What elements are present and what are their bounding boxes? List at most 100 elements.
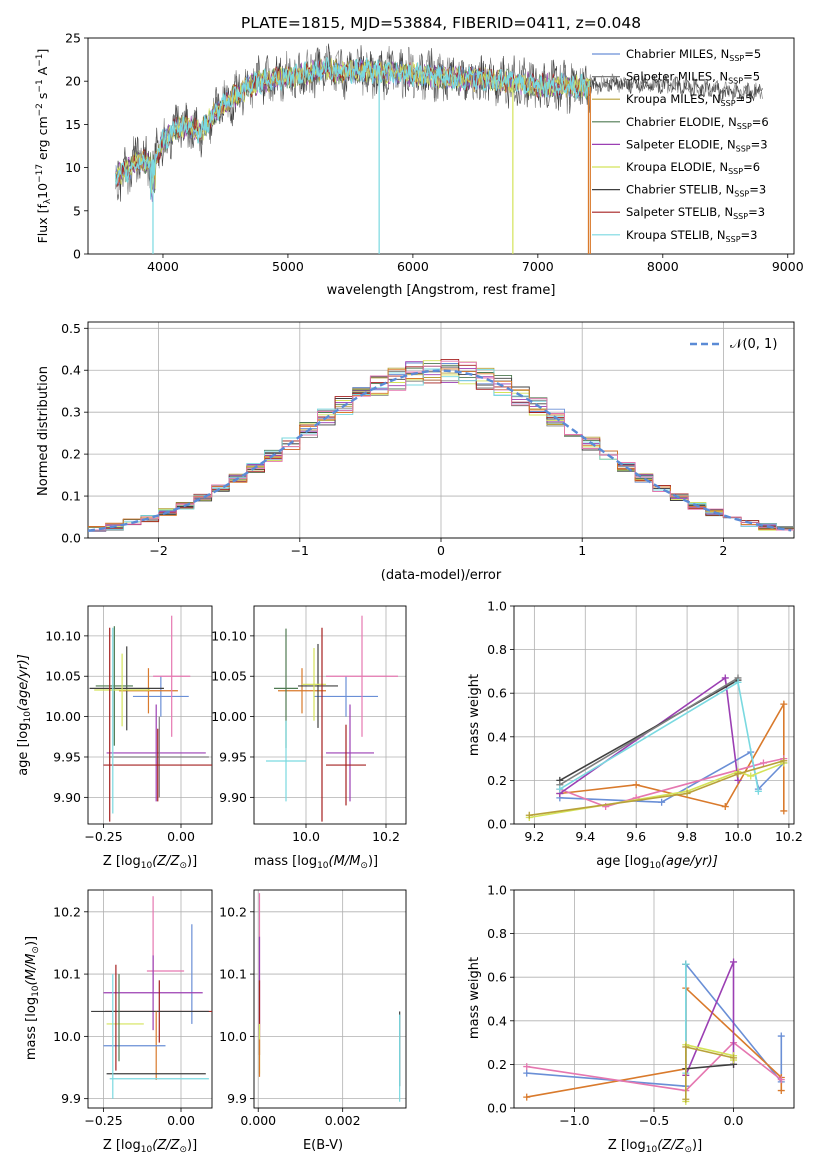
mass-vs-ebv-panel: E(B-V) 0.000 0.002 9.9 10.0 10.1 10.2	[219, 889, 407, 1153]
legend-entry: Kroupa ELODIE, NSSP=6	[626, 160, 760, 176]
residual-x-tick-label: 1	[578, 543, 586, 558]
mass-ebv-x-tick-label: 0.000	[240, 1113, 276, 1128]
mass-ebv-y-tick-label: 10.1	[219, 967, 247, 982]
mw-z-y-tick-label: 0.4	[487, 1013, 507, 1028]
mw-age-plot-area	[525, 674, 788, 821]
residual-x-tick-label: 0	[437, 543, 445, 558]
age-z-y-tick-label: 9.90	[53, 790, 81, 805]
mw-age-marker	[759, 759, 767, 767]
spectrum-x-axis-label: wavelength [Angstrom, rest frame]	[327, 283, 556, 298]
mw-z-marker	[730, 1054, 738, 1062]
age-z-point	[109, 716, 209, 798]
spectrum-frame	[87, 37, 795, 255]
mw-z-series-line	[684, 1043, 735, 1102]
age-z-point	[153, 615, 191, 737]
spectrum-x-tick-label: 8000	[647, 259, 679, 274]
mw-age-series-line	[559, 679, 739, 782]
mw-age-x-tick-label: 10.2	[775, 829, 803, 844]
mw-z-marker	[523, 1093, 531, 1101]
mass-ebv-y-tick-label: 10.2	[219, 904, 247, 919]
mw-age-x-tick-label: 9.8	[677, 829, 697, 844]
mw-age-x-tick-label: 9.6	[626, 829, 646, 844]
age-z-point	[89, 646, 164, 731]
mw-age-series-line	[529, 760, 785, 817]
mw-z-series-line	[685, 961, 735, 1076]
age-z-point	[94, 653, 150, 727]
age-mass-y-tick-label: 10.10	[211, 628, 247, 643]
age-vs-metallicity-panel: Z [log10(Z/Z⊙)] age [log10(age/yr)] −0.2…	[16, 605, 213, 871]
spectrum-y-tick-label: 25	[65, 31, 81, 46]
mw-z-marker	[730, 958, 738, 966]
mw-age-marker	[721, 674, 729, 682]
mass-z-y-tick-label: 10.1	[53, 967, 81, 982]
mw-age-marker	[525, 811, 533, 819]
residual-histogram-panel: (data-model)/error Normed distribution −…	[36, 321, 795, 583]
legend-entry: Kroupa STELIB, NSSP=3	[626, 228, 757, 244]
mass-z-plot-area	[91, 896, 212, 1099]
mw-age-marker	[780, 700, 788, 708]
legend-entry: Chabrier STELIB, NSSP=3	[626, 183, 766, 199]
residual-x-axis-label: (data-model)/error	[381, 568, 502, 583]
residual-legend: 𝒩(0, 1)	[690, 337, 777, 352]
mw-age-frame	[513, 605, 795, 825]
age-mass-point	[326, 615, 398, 737]
spectrum-x-tick-label: 9000	[772, 259, 804, 274]
age-mass-y-tick-label: 9.95	[219, 749, 247, 764]
mass-weight-vs-age-panel: age [log10(age/yr)] mass weight 9.2 9.4 9.…	[467, 599, 803, 872]
mw-z-x-tick-label: −1.0	[559, 1113, 589, 1128]
mw-age-marker	[734, 678, 742, 686]
mw-z-y-tick-label: 0.8	[487, 926, 507, 941]
mw-age-x-axis-label: age [log10(age/yr)]	[596, 854, 718, 871]
age-mass-y-tick-label: 10.05	[211, 669, 247, 684]
age-z-y-tick-label: 10.05	[45, 669, 81, 684]
mass-weight-vs-metallicity-panel: Z [log10(Z/Z⊙)] mass weight −1.0 −0.5 0.0 0…	[467, 883, 795, 1155]
age-z-point	[132, 676, 189, 717]
residual-x-tick-label: −2	[149, 543, 167, 558]
mass-z-x-tick-label: 0.00	[167, 1113, 195, 1128]
age-vs-mass-x-axis-label: mass [log10(M/M⊙)]	[254, 854, 378, 871]
age-mass-point	[266, 720, 306, 802]
mw-z-x-tick-label: 0.0	[724, 1113, 744, 1128]
spectrum-x-tick-label: 7000	[522, 259, 554, 274]
mw-age-marker	[747, 772, 755, 780]
mass-ebv-plot-area	[258, 893, 401, 1102]
age-z-y-tick-label: 10.10	[45, 628, 81, 643]
mw-age-marker	[780, 807, 788, 815]
age-z-y-tick-label: 9.95	[53, 749, 81, 764]
mw-z-plot-area	[523, 958, 785, 1105]
age-mass-point	[278, 668, 326, 714]
mw-z-frame	[513, 889, 795, 1109]
mw-z-marker	[523, 1063, 531, 1071]
mw-z-y-tick-label: 0.2	[487, 1057, 507, 1072]
residual-y-tick-label: 0.5	[61, 321, 81, 336]
age-z-point	[119, 668, 178, 714]
age-mass-point	[326, 724, 366, 806]
mw-age-y-tick-label: 0.0	[487, 817, 507, 832]
residual-frame	[87, 321, 795, 539]
mw-z-marker	[682, 1095, 690, 1103]
ebv-x-axis-label: E(B-V)	[303, 1138, 343, 1153]
mw-z-y-axis-label: mass weight	[467, 957, 482, 1039]
mass-z-y-tick-label: 10.0	[53, 1029, 81, 1044]
mw-age-marker	[734, 770, 742, 778]
mw-z-y-tick-label: 0.0	[487, 1101, 507, 1116]
age-z-x-tick-label: −0.25	[84, 829, 122, 844]
legend-entry: Chabrier MILES, NSSP=5	[626, 47, 761, 63]
mass-z-y-tick-label: 10.2	[53, 904, 81, 919]
age-z-frame	[87, 605, 213, 825]
mw-z-marker	[523, 1069, 531, 1077]
age-z-x-tick-label: 0.00	[167, 829, 195, 844]
legend-entry: Salpeter ELODIE, NSSP=3	[626, 137, 768, 153]
spectrum-y-tick-label: 15	[65, 117, 81, 132]
mw-z-y-tick-label: 0.6	[487, 970, 507, 985]
mw-z-x-tick-label: −0.5	[639, 1113, 669, 1128]
mw-age-marker	[556, 785, 564, 793]
mw-age-y-tick-label: 0.8	[487, 642, 507, 657]
mw-z-marker	[777, 1076, 785, 1084]
mass-z-frame	[87, 889, 213, 1109]
residual-histogram	[88, 360, 794, 531]
mass-ebv-x-tick-label: 0.002	[325, 1113, 361, 1128]
residual-y-tick-label: 0.2	[61, 447, 81, 462]
mw-age-marker	[683, 789, 691, 797]
